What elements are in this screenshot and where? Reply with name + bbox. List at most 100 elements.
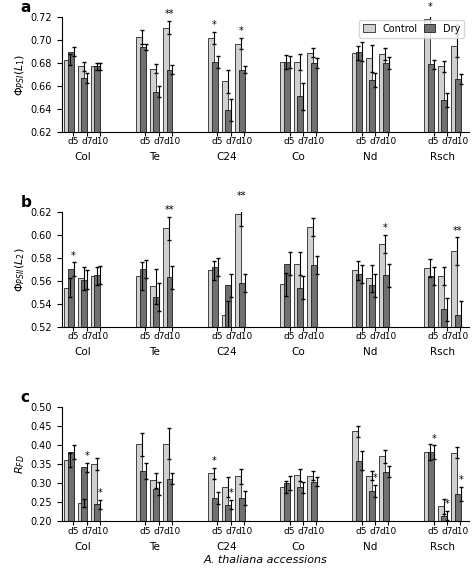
Bar bbox=[307, 53, 313, 132]
Bar bbox=[212, 267, 218, 327]
Bar bbox=[137, 276, 142, 327]
Text: a: a bbox=[21, 0, 31, 15]
Text: C24: C24 bbox=[216, 542, 237, 552]
Bar bbox=[281, 62, 286, 132]
Bar bbox=[81, 467, 87, 521]
Bar bbox=[424, 19, 430, 132]
Bar bbox=[166, 70, 173, 132]
Y-axis label: $\Phi_{PSI}(L_1)$: $\Phi_{PSI}(L_1)$ bbox=[14, 53, 27, 96]
X-axis label: A. thaliana accessions: A. thaliana accessions bbox=[203, 555, 328, 566]
Text: Nd: Nd bbox=[364, 152, 378, 162]
Bar bbox=[166, 277, 173, 327]
Bar bbox=[438, 66, 444, 132]
Text: *: * bbox=[383, 223, 388, 233]
Text: b: b bbox=[21, 195, 32, 210]
Text: Col: Col bbox=[74, 152, 91, 162]
Text: *: * bbox=[98, 488, 103, 498]
Text: Co: Co bbox=[292, 152, 305, 162]
Bar bbox=[294, 264, 300, 327]
Bar bbox=[455, 79, 461, 132]
Bar bbox=[438, 506, 444, 521]
Bar bbox=[428, 64, 434, 132]
Bar bbox=[153, 489, 159, 521]
Bar bbox=[209, 473, 214, 521]
Bar bbox=[294, 62, 300, 132]
Bar bbox=[281, 284, 286, 327]
Bar bbox=[441, 100, 447, 132]
Bar bbox=[235, 476, 241, 521]
Bar bbox=[307, 227, 313, 327]
Bar bbox=[150, 69, 155, 132]
Text: *: * bbox=[455, 23, 460, 33]
Bar bbox=[281, 487, 286, 521]
Bar bbox=[383, 275, 389, 327]
Bar bbox=[140, 269, 146, 327]
Bar bbox=[166, 478, 173, 521]
Text: c: c bbox=[21, 390, 30, 405]
Text: **: ** bbox=[164, 9, 174, 19]
Bar bbox=[356, 461, 362, 521]
Bar bbox=[225, 505, 231, 521]
Bar bbox=[379, 457, 385, 521]
Bar bbox=[137, 37, 142, 132]
Bar bbox=[68, 452, 73, 521]
Bar bbox=[383, 63, 389, 132]
Text: Rsch: Rsch bbox=[430, 347, 455, 357]
Bar bbox=[81, 78, 87, 132]
Bar bbox=[307, 476, 313, 521]
Bar bbox=[310, 63, 317, 132]
Text: *: * bbox=[458, 476, 463, 485]
Bar bbox=[238, 498, 245, 521]
Bar bbox=[212, 62, 218, 132]
Text: Col: Col bbox=[74, 347, 91, 357]
Bar bbox=[310, 482, 317, 521]
Text: Nd: Nd bbox=[364, 542, 378, 552]
Bar bbox=[163, 444, 169, 521]
Bar bbox=[297, 288, 303, 327]
Bar bbox=[238, 283, 245, 327]
Bar bbox=[64, 460, 70, 521]
Bar bbox=[153, 92, 159, 132]
Bar bbox=[379, 54, 385, 132]
Bar bbox=[455, 494, 461, 521]
Text: C24: C24 bbox=[216, 152, 237, 162]
Y-axis label: $R_{FD}$: $R_{FD}$ bbox=[14, 454, 27, 474]
Bar bbox=[352, 53, 358, 132]
Bar bbox=[294, 475, 300, 521]
Bar bbox=[438, 276, 444, 327]
Bar bbox=[78, 66, 83, 132]
Bar bbox=[238, 70, 245, 132]
Text: Nd: Nd bbox=[364, 347, 378, 357]
Text: *: * bbox=[85, 451, 90, 461]
Bar bbox=[153, 297, 159, 327]
Bar bbox=[428, 276, 434, 327]
Bar bbox=[235, 214, 241, 327]
Bar bbox=[222, 81, 228, 132]
Bar bbox=[137, 444, 142, 521]
Bar bbox=[356, 52, 362, 132]
Bar bbox=[297, 488, 303, 521]
Text: **: ** bbox=[453, 226, 462, 236]
Text: Col: Col bbox=[74, 542, 91, 552]
Bar bbox=[369, 80, 375, 132]
Bar bbox=[212, 498, 218, 521]
Bar bbox=[225, 110, 231, 132]
Text: *: * bbox=[212, 456, 217, 466]
Bar bbox=[91, 464, 97, 521]
Text: *: * bbox=[431, 434, 436, 444]
Text: Co: Co bbox=[292, 347, 305, 357]
Bar bbox=[366, 58, 372, 132]
Bar bbox=[64, 60, 70, 132]
Bar bbox=[441, 516, 447, 521]
Bar bbox=[150, 480, 155, 521]
Bar bbox=[369, 285, 375, 327]
Bar bbox=[209, 270, 214, 327]
Legend: Control, Dry: Control, Dry bbox=[359, 19, 465, 38]
Bar bbox=[78, 278, 83, 327]
Bar bbox=[451, 251, 457, 327]
Bar bbox=[356, 274, 362, 327]
Bar bbox=[424, 268, 430, 327]
Text: Te: Te bbox=[149, 347, 160, 357]
Bar bbox=[225, 285, 231, 327]
Text: *: * bbox=[373, 473, 378, 484]
